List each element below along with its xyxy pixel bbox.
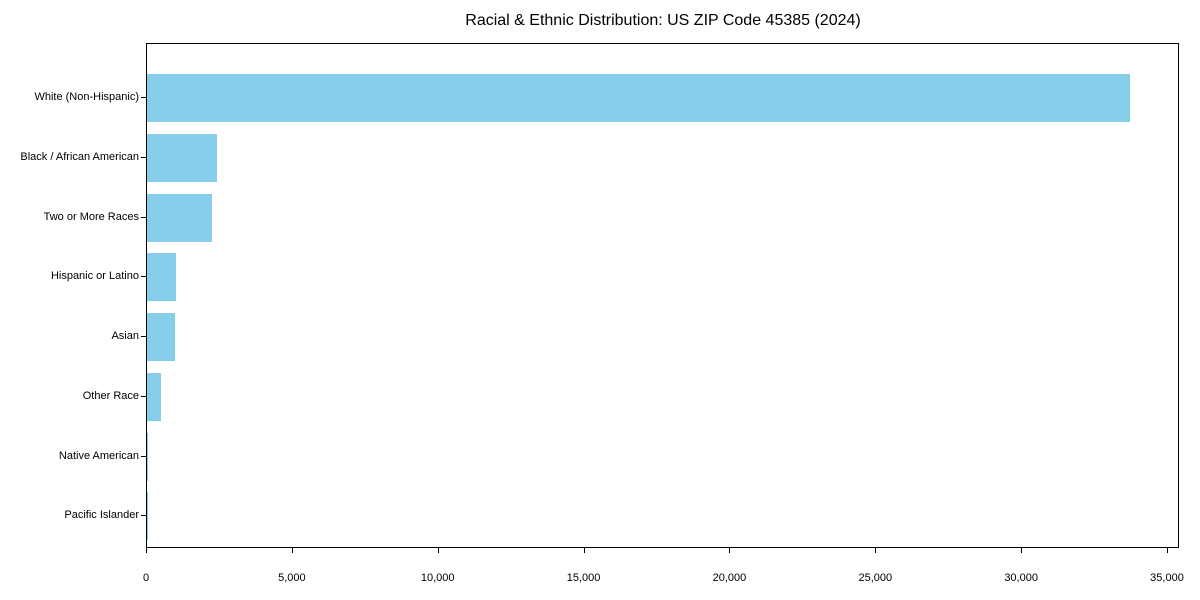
bar-asian [147,313,175,362]
bar-native-american [147,432,149,481]
x-tick-label-0: 0 [142,572,150,584]
x-tick-label-10000: 10,000 [420,572,455,584]
x-tick-mark-30000 [1021,548,1023,553]
y-tick-mark-white-non-hispanic [141,97,146,99]
bar-white-non-hispanic [147,74,1131,123]
x-tick-mark-35000 [1167,548,1168,553]
y-tick-mark-asian [141,336,146,338]
bar-other-race [147,372,161,421]
x-tick-label-15000: 15,000 [566,572,601,584]
x-tick-mark-5000 [291,548,293,553]
bar-hispanic-or-latino [147,253,177,302]
x-tick-label-35000: 35,000 [1150,572,1184,584]
y-tick-label-other-race: Other Race [82,389,139,402]
y-tick-label-hispanic-or-latino: Hispanic or Latino [50,270,139,283]
y-tick-mark-other-race [141,395,146,397]
x-tick-label-25000: 25,000 [858,572,893,584]
bar-two-or-more-races [147,193,213,242]
y-tick-mark-native-american [141,455,146,457]
chart-title: Racial & Ethnic Distribution: US ZIP Cod… [465,12,861,29]
y-tick-label-white-non-hispanic: White (Non-Hispanic) [34,91,139,104]
y-tick-label-native-american: Native American [58,449,139,462]
x-tick-label-20000: 20,000 [712,572,747,584]
bar-black-african-american [147,134,217,182]
x-tick-mark-15000 [583,548,585,553]
x-tick-label-5000: 5,000 [278,572,306,584]
x-tick-mark-20000 [729,548,731,553]
y-tick-mark-black-african-american [141,157,146,158]
plot-area [146,43,1179,548]
x-tick-mark-25000 [875,548,877,553]
y-tick-label-asian: Asian [111,330,139,343]
y-tick-mark-pacific-islander [141,515,146,517]
x-tick-mark-10000 [437,548,439,553]
y-tick-label-two-or-more-races: Two or More Races [43,210,139,223]
y-tick-label-black-african-american: Black / African American [20,151,139,163]
y-tick-mark-hispanic-or-latino [141,276,146,278]
x-tick-mark-0 [146,548,147,553]
y-tick-mark-two-or-more-races [141,216,146,218]
y-tick-label-pacific-islander: Pacific Islander [64,509,139,522]
x-tick-label-30000: 30,000 [1004,572,1038,584]
